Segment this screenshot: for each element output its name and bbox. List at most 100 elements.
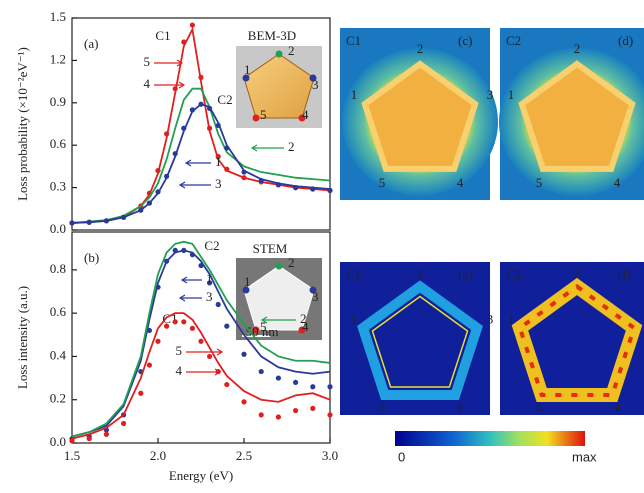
colorbar-max: max xyxy=(572,449,597,464)
data-point xyxy=(293,408,298,413)
y-tick-label: 0.6 xyxy=(50,136,67,151)
data-point xyxy=(259,369,264,374)
annotation: C2 xyxy=(204,238,219,253)
map-mode: C1 xyxy=(346,267,361,282)
legend-label: 1 xyxy=(215,154,222,169)
figure: 0.0 0.3 0.6 0.9 1.2 1.5 Loss probability (×10⁻… xyxy=(0,0,644,488)
data-point xyxy=(173,319,178,324)
legend-label: 2 xyxy=(300,311,307,326)
data-point xyxy=(224,324,229,329)
data-point xyxy=(198,75,203,80)
map-number: 2 xyxy=(417,265,424,280)
x-tick-label: 3.0 xyxy=(322,448,338,463)
colorbar-min: 0 xyxy=(398,449,405,464)
inset-marker xyxy=(276,263,283,270)
map-tag: (c) xyxy=(458,33,472,48)
map-number: 4 xyxy=(457,175,464,190)
data-point xyxy=(181,319,186,324)
data-point xyxy=(164,131,169,136)
inset-number: 1 xyxy=(244,274,251,289)
data-point xyxy=(138,391,143,396)
annotation: BEM-3D xyxy=(248,28,296,43)
map-number: 2 xyxy=(574,41,581,56)
map-tag: (f) xyxy=(618,267,631,282)
y-tick-label: 0.2 xyxy=(50,391,66,406)
y-tick-label: 0.3 xyxy=(50,179,66,194)
x-axis-label: Energy (eV) xyxy=(169,468,233,483)
data-point xyxy=(121,421,126,426)
data-point xyxy=(198,339,203,344)
y-tick-label: 0.6 xyxy=(50,304,67,319)
y-tick-label: 0.8 xyxy=(50,261,66,276)
data-point xyxy=(190,22,195,27)
y-axis-label: Loss probability (×10⁻²eV⁻¹) xyxy=(15,47,30,201)
inset-number: 3 xyxy=(312,289,319,304)
map-number: 4 xyxy=(614,175,621,190)
data-point xyxy=(164,324,169,329)
inset-number: 2 xyxy=(288,255,295,270)
colorbar xyxy=(395,431,585,446)
annotation: C2 xyxy=(217,92,232,107)
data-point xyxy=(155,168,160,173)
y-axis-label: Loss intensity (a.u.) xyxy=(15,286,30,389)
legend-label: 5 xyxy=(144,54,151,69)
arrow xyxy=(154,60,182,66)
legend-label: 4 xyxy=(176,363,183,378)
data-point xyxy=(207,126,212,131)
inset-number: 4 xyxy=(302,107,309,122)
data-point xyxy=(276,414,281,419)
map-number: 2 xyxy=(574,265,581,280)
inset-marker xyxy=(253,115,260,122)
map-number: 5 xyxy=(379,399,386,414)
map-number: 5 xyxy=(536,399,543,414)
data-point xyxy=(69,438,74,443)
map-number: 5 xyxy=(379,175,386,190)
map-number: 1 xyxy=(351,87,358,102)
map-number: 5 xyxy=(536,175,543,190)
y-tick-label: 0.0 xyxy=(50,221,66,236)
map-tag: (e) xyxy=(458,267,472,282)
x-tick-label: 1.5 xyxy=(64,448,80,463)
inset-number: 1 xyxy=(244,62,251,77)
data-point xyxy=(259,412,264,417)
map-tag: (d) xyxy=(618,33,633,48)
data-point xyxy=(207,354,212,359)
arrow xyxy=(186,160,211,166)
data-point xyxy=(241,175,246,180)
map-number: 4 xyxy=(457,399,464,414)
map-number: 3 xyxy=(487,87,494,102)
map-mode: C1 xyxy=(346,33,361,48)
arrow xyxy=(180,295,202,301)
arrow xyxy=(186,369,220,375)
inset-marker xyxy=(276,51,283,58)
map-mode: C2 xyxy=(506,33,521,48)
map-number: 4 xyxy=(614,399,621,414)
y-tick-label: 1.5 xyxy=(50,9,66,24)
data-point xyxy=(327,412,332,417)
inset-number: 3 xyxy=(312,77,319,92)
y-tick-label: 0.9 xyxy=(50,94,66,109)
data-point xyxy=(190,326,195,331)
data-point xyxy=(241,352,246,357)
arrow xyxy=(180,182,211,188)
x-tick-label: 2.5 xyxy=(236,448,252,463)
data-point xyxy=(173,86,178,91)
arrow xyxy=(154,82,184,88)
panel-label: (b) xyxy=(84,250,99,265)
map-number: 1 xyxy=(351,311,358,326)
x-tick-label: 2.0 xyxy=(150,448,166,463)
data-point xyxy=(181,39,186,44)
data-point xyxy=(327,384,332,389)
y-tick-label: 1.2 xyxy=(50,51,66,66)
map-number: 1 xyxy=(508,311,515,326)
data-point xyxy=(293,380,298,385)
data-point xyxy=(87,436,92,441)
y-tick-label: 0.0 xyxy=(50,434,66,449)
map-mode: C2 xyxy=(506,267,521,282)
legend-label: 3 xyxy=(215,176,222,191)
